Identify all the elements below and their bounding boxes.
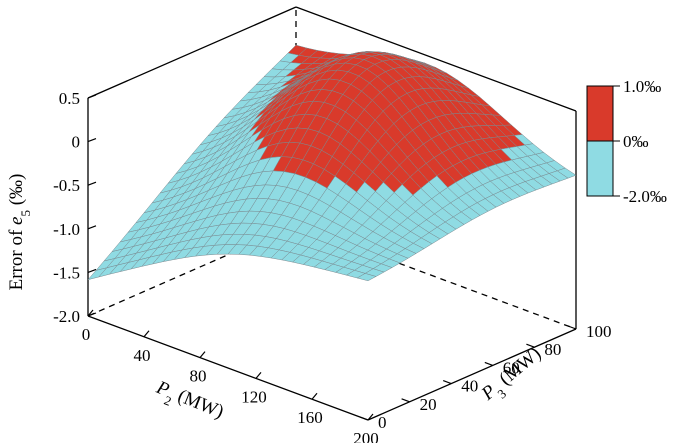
z-axis-label: Error of e5 (‰) (6, 174, 33, 291)
z-tick-label: 0 (72, 133, 81, 152)
x-tick-mark (311, 392, 318, 400)
colorbar-label-top: 1.0‰ (623, 77, 661, 96)
y-axis-label: P3 (MW) (477, 343, 549, 409)
colorbar: 1.0‰ 0‰ -2.0‰ (586, 77, 667, 206)
x-tick-label: 0 (82, 325, 91, 344)
colorbar-label-mid: 0‰ (623, 132, 649, 151)
y-tick-label: 0 (378, 413, 387, 432)
axis-edge-front-y (367, 328, 577, 421)
y-tick-mark (484, 361, 494, 366)
z-tick-label: -1.0 (53, 220, 80, 239)
y-tick-label: 80 (544, 340, 561, 359)
x-tick-label: 200 (353, 429, 379, 443)
z-tick-mark (87, 312, 97, 317)
x-tick-mark (199, 351, 206, 358)
z-tick-label: -0.5 (53, 176, 80, 195)
axis-edge-top-right (295, 6, 577, 112)
axis-edge-front-x (87, 315, 369, 421)
y-tick-label: 20 (420, 395, 437, 414)
surface-mesh (87, 44, 577, 282)
surface-cell (356, 273, 377, 282)
axis-box-front (87, 315, 577, 421)
z-tick-mark (87, 94, 97, 99)
y-tick-label: 40 (461, 377, 478, 396)
z-tick-mark (87, 138, 97, 143)
y-tick-mark (526, 343, 535, 348)
colorbar-negative (586, 140, 614, 197)
y-tick-label: 60 (503, 358, 520, 377)
y-tick-label: 100 (586, 322, 612, 341)
x-tick-mark (255, 372, 262, 379)
x-tick-label: 40 (134, 346, 151, 365)
x-tick-label: 160 (297, 408, 323, 427)
x-tick-label: 80 (190, 367, 207, 386)
z-tick-label: 0.5 (59, 89, 80, 108)
y-tick-mark (359, 416, 369, 421)
x-tick-mark (367, 413, 374, 421)
x-tick-mark (143, 330, 150, 338)
z-tick-label: -2.0 (53, 307, 80, 326)
z-tick-mark (87, 268, 97, 273)
y-tick-mark (401, 398, 410, 403)
tick-labels: 0.50-0.5-1.0-1.5-2.004080120160200020406… (53, 89, 611, 443)
axis-edge-top-left (87, 6, 297, 99)
y-tick-mark (567, 325, 577, 330)
colorbar-label-bottom: -2.0‰ (623, 187, 667, 206)
z-tick-mark (87, 181, 97, 186)
x-tick-mark (87, 309, 94, 317)
z-tick-label: -1.5 (53, 263, 80, 282)
colorbar-positive (586, 85, 614, 142)
y-tick-mark (442, 380, 452, 385)
x-tick-label: 120 (241, 387, 267, 406)
z-tick-mark (87, 225, 97, 230)
